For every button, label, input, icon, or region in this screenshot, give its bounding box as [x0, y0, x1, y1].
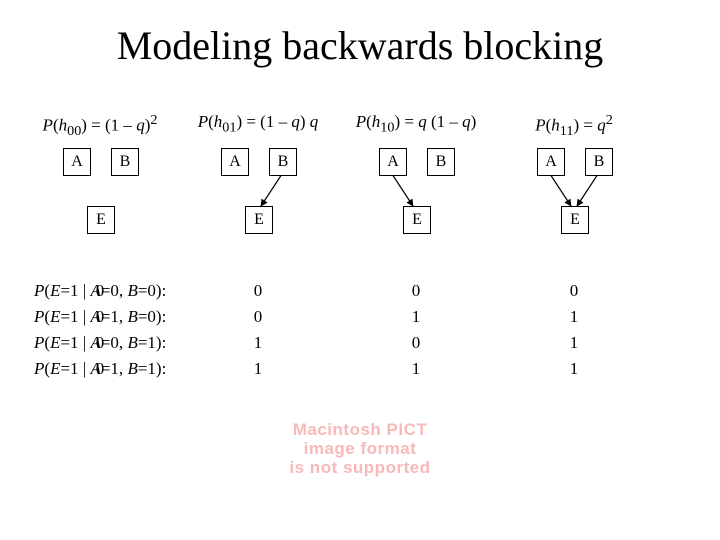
table-cell: 0 — [90, 278, 110, 304]
graph-h00: AB E — [25, 148, 175, 258]
values-h01: 0011 — [248, 278, 268, 382]
pict-placeholder: Macintosh PICTimage formatis not support… — [0, 420, 720, 477]
values-h00: 0000 — [90, 278, 110, 382]
table-cell: 0 — [248, 278, 268, 304]
node-B: B — [585, 148, 613, 176]
node-A: A — [537, 148, 565, 176]
table-cell: 0 — [248, 304, 268, 330]
table-cell: 0 — [406, 278, 426, 304]
node-E: E — [403, 206, 431, 234]
node-E: E — [561, 206, 589, 234]
node-A: A — [63, 148, 91, 176]
pict-line: Macintosh PICT — [0, 420, 720, 439]
table-cell: 1 — [564, 356, 584, 382]
graph-h10: AB E — [341, 148, 491, 258]
node-B: B — [427, 148, 455, 176]
prior-label-h00: P(h00) = (1 – q)2 — [25, 112, 175, 140]
table-cell: 1 — [564, 304, 584, 330]
table-cell: 0 — [406, 330, 426, 356]
node-A: A — [379, 148, 407, 176]
prior-label-h10: P(h10) = q (1 – q) — [341, 112, 491, 140]
table-cell: 0 — [90, 304, 110, 330]
values-h11: 0111 — [564, 278, 584, 382]
slide-title: Modeling backwards blocking — [0, 22, 720, 69]
table-cell: 1 — [406, 356, 426, 382]
table-cell: 1 — [248, 356, 268, 382]
hypothesis-h00: P(h00) = (1 – q)2 AB E — [25, 112, 175, 258]
node-E: E — [245, 206, 273, 234]
hypothesis-h10: P(h10) = q (1 – q) AB E — [341, 112, 491, 258]
prior-label-h01: P(h01) = (1 – q) q — [183, 112, 333, 140]
node-A: A — [221, 148, 249, 176]
values-h10: 0101 — [406, 278, 426, 382]
pict-line: image format — [0, 439, 720, 458]
hypothesis-h11: P(h11) = q2 AB E — [499, 112, 649, 258]
prior-label-h11: P(h11) = q2 — [499, 112, 649, 140]
table-cell: 0 — [564, 278, 584, 304]
node-B: B — [269, 148, 297, 176]
node-B: B — [111, 148, 139, 176]
table-cell: 0 — [90, 356, 110, 382]
table-cell: 1 — [564, 330, 584, 356]
node-E: E — [87, 206, 115, 234]
table-cell: 1 — [406, 304, 426, 330]
table-cell: 0 — [90, 330, 110, 356]
hypothesis-h01: P(h01) = (1 – q) q AB E — [183, 112, 333, 258]
table-cell: 1 — [248, 330, 268, 356]
graph-h11: AB E — [499, 148, 649, 258]
graph-h01: AB E — [183, 148, 333, 258]
pict-line: is not supported — [0, 458, 720, 477]
